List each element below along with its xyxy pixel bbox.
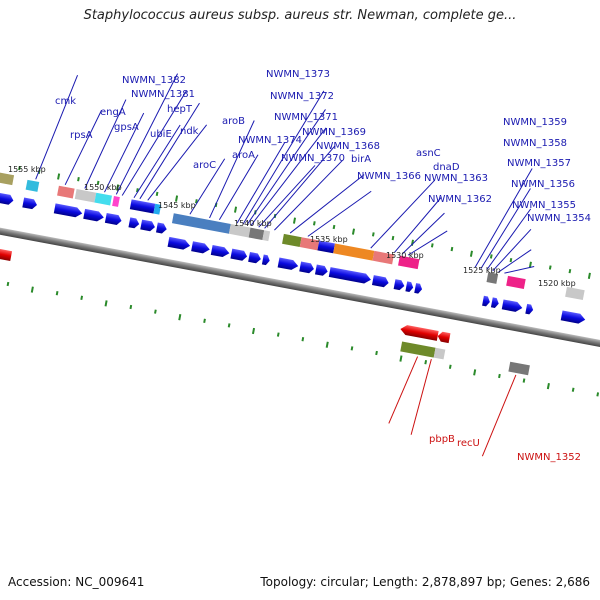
callout-lines xyxy=(35,73,535,274)
gene-label: NWMN_1366 xyxy=(357,171,421,182)
inner-ticks xyxy=(6,281,600,397)
gene-label-reverse: NWMN_1352 xyxy=(517,452,581,463)
gene-label: aroA xyxy=(232,150,255,161)
feature-track-outer xyxy=(0,172,585,301)
gene-label: NWMN_1362 xyxy=(428,194,492,205)
gene-label: NWMN_1370 xyxy=(281,153,345,164)
gene-label: NWMN_1382 xyxy=(122,75,186,86)
reverse-cds-track xyxy=(0,248,530,376)
gene-label: NWMN_1373 xyxy=(266,69,330,80)
gene-label: NWMN_1355 xyxy=(512,200,576,211)
kbp-label: 1540 kbp xyxy=(234,219,272,228)
kbp-label: 1535 kbp xyxy=(310,235,348,244)
gene-label: hepT xyxy=(167,104,193,115)
gene-label: NWMN_1371 xyxy=(274,112,338,123)
gene-label-reverse: recU xyxy=(457,438,480,449)
gene-label: NWMN_1372 xyxy=(270,91,334,102)
kbp-label: 1520 kbp xyxy=(538,279,576,288)
gene-label: cmk xyxy=(55,96,76,107)
gene-label: birA xyxy=(351,154,371,165)
gene-label: aroC xyxy=(193,160,216,171)
gene-label: ubiE xyxy=(150,129,172,140)
map-title: Staphylococcus aureus subsp. aureus str.… xyxy=(83,8,517,23)
reverse-gene-labels: pbpB recU NWMN_1352 xyxy=(429,434,581,463)
callout-lines-reverse xyxy=(388,356,517,457)
gene-label: asnC xyxy=(416,148,441,159)
gene-label: engA xyxy=(100,107,126,118)
kbp-label: 1530 kbp xyxy=(386,251,424,260)
genome-backbone xyxy=(0,218,600,358)
gene-label: NWMN_1369 xyxy=(302,127,366,138)
accession-text: Accession: NC_009641 xyxy=(8,575,145,589)
kbp-labels: 1555 kbp 1550 kbp 1545 kbp 1540 kbp 1535… xyxy=(8,165,576,288)
kbp-label: 1525 kbp xyxy=(463,266,501,275)
gene-label: NWMN_1368 xyxy=(316,141,380,152)
summary-text: Topology: circular; Length: 2,878,897 bp… xyxy=(260,575,590,589)
gene-label: aroB xyxy=(222,116,245,127)
forward-cds-track xyxy=(0,192,586,324)
gene-label: rpsA xyxy=(70,130,93,141)
outer-ticks xyxy=(18,165,591,279)
gene-label-reverse: pbpB xyxy=(429,434,455,445)
gene-label: NWMN_1363 xyxy=(424,173,488,184)
gene-labels: cmk rpsA engA gpsA NWMN_1382 NWMN_1381 u… xyxy=(55,69,591,224)
kbp-label: 1550 kbp xyxy=(84,183,122,192)
gene-label: NWMN_1359 xyxy=(503,117,567,128)
gene-label: NWMN_1354 xyxy=(527,213,591,224)
gene-label: NWMN_1357 xyxy=(507,158,571,169)
gene-label: NWMN_1356 xyxy=(511,179,575,190)
kbp-label: 1545 kbp xyxy=(158,201,196,210)
gene-label: NWMN_1374 xyxy=(238,135,302,146)
gene-label: NWMN_1381 xyxy=(131,89,195,100)
gene-label: dnaD xyxy=(433,162,460,173)
gene-label: gpsA xyxy=(114,122,139,133)
gene-label: NWMN_1358 xyxy=(503,138,567,149)
kbp-label: 1555 kbp xyxy=(8,165,46,174)
gene-label: ndk xyxy=(180,126,199,137)
